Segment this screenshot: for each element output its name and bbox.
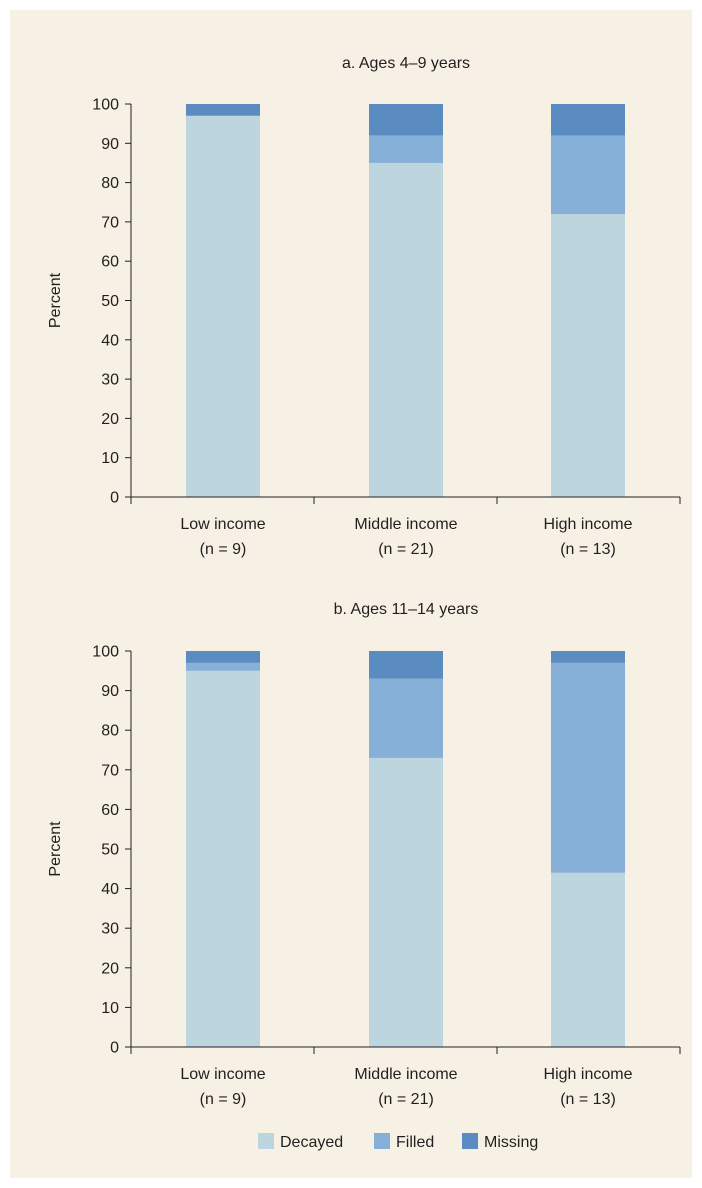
- x-tick-label-n: (n = 21): [378, 541, 434, 558]
- y-tick-label: 10: [101, 1000, 119, 1017]
- y-tick-label: 40: [101, 332, 119, 349]
- y-axis-label: Percent: [47, 821, 64, 877]
- y-axis-label: Percent: [47, 272, 64, 328]
- x-tick-label: Low income: [180, 516, 265, 533]
- y-tick-label: 70: [101, 762, 119, 779]
- bar-missing: [369, 651, 443, 679]
- legend-label-missing: Missing: [484, 1134, 538, 1151]
- y-tick-label: 60: [101, 254, 119, 271]
- y-tick-label: 50: [101, 293, 119, 310]
- x-tick-label: High income: [544, 1066, 633, 1083]
- bar-decayed: [186, 115, 260, 497]
- y-tick-label: 20: [101, 960, 119, 977]
- y-tick-label: 70: [101, 214, 119, 231]
- y-tick-label: 10: [101, 450, 119, 467]
- y-tick-label: 20: [101, 411, 119, 428]
- x-tick-label-n: (n = 9): [200, 541, 247, 558]
- x-tick-label-n: (n = 9): [200, 1091, 247, 1108]
- y-tick-label: 100: [92, 644, 119, 661]
- bar-missing: [186, 104, 260, 116]
- x-tick-label: Low income: [180, 1066, 265, 1083]
- y-tick-label: 90: [101, 683, 119, 700]
- y-tick-label: 50: [101, 842, 119, 859]
- y-tick-label: 80: [101, 723, 119, 740]
- bar-decayed: [186, 670, 260, 1047]
- x-tick-label-n: (n = 13): [560, 1091, 616, 1108]
- y-tick-label: 80: [101, 175, 119, 192]
- legend-label-filled: Filled: [396, 1134, 434, 1151]
- bar-decayed: [551, 214, 625, 498]
- bar-filled: [369, 678, 443, 758]
- y-tick-label: 30: [101, 372, 119, 389]
- x-tick-label: Middle income: [354, 1066, 457, 1083]
- bar-missing: [186, 651, 260, 663]
- x-tick-label: Middle income: [354, 516, 457, 533]
- legend-swatch-missing: [462, 1133, 478, 1149]
- bar-filled: [551, 135, 625, 215]
- x-tick-label-n: (n = 21): [378, 1091, 434, 1108]
- y-tick-label: 0: [110, 490, 119, 507]
- bar-decayed: [551, 872, 625, 1047]
- x-tick-label-n: (n = 13): [560, 541, 616, 558]
- bar-decayed: [369, 757, 443, 1047]
- y-tick-label: 30: [101, 921, 119, 938]
- bar-filled: [186, 662, 260, 671]
- bar-missing: [551, 104, 625, 136]
- y-tick-label: 0: [110, 1040, 119, 1057]
- bar-missing: [551, 651, 625, 663]
- bar-decayed: [369, 162, 443, 497]
- chart-title: b. Ages 11–14 years: [334, 601, 479, 618]
- bar-filled: [369, 135, 443, 163]
- y-tick-label: 100: [92, 97, 119, 114]
- y-tick-label: 40: [101, 881, 119, 898]
- y-tick-label: 90: [101, 136, 119, 153]
- chart-title: a. Ages 4–9 years: [342, 55, 470, 72]
- legend-label-decayed: Decayed: [280, 1134, 343, 1151]
- x-tick-label: High income: [544, 516, 633, 533]
- bar-filled: [551, 662, 625, 873]
- legend-swatch-filled: [374, 1133, 390, 1149]
- y-tick-label: 60: [101, 802, 119, 819]
- legend-swatch-decayed: [258, 1133, 274, 1149]
- bar-missing: [369, 104, 443, 136]
